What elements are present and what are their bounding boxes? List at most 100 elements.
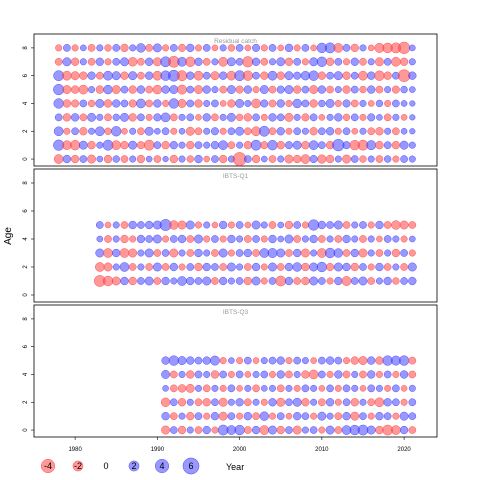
bubble-point xyxy=(351,384,359,392)
bubble-point xyxy=(366,140,377,151)
bubble-point xyxy=(112,99,121,108)
bubble-point xyxy=(177,425,187,435)
bubble-point xyxy=(194,262,203,272)
bubble-point xyxy=(268,234,277,244)
bubble-point xyxy=(293,154,302,164)
bubble-point xyxy=(103,248,113,258)
bubble-point xyxy=(120,276,129,286)
bubble-point xyxy=(326,384,334,393)
bubble-point xyxy=(350,71,359,80)
legend-label: 0 xyxy=(103,461,108,471)
bubble-point xyxy=(129,155,137,163)
bubble-point xyxy=(243,85,252,94)
legend-bubble xyxy=(72,460,84,472)
bubble-point xyxy=(252,71,260,80)
bubble-point xyxy=(152,84,163,95)
bubble-point xyxy=(62,99,72,108)
bubbles xyxy=(160,355,417,436)
bubble-point xyxy=(194,99,203,108)
bubble-point xyxy=(276,370,285,379)
bubble-point xyxy=(375,155,384,163)
bubble-point xyxy=(284,154,294,164)
bubble-point xyxy=(153,141,162,150)
bubble-point xyxy=(144,276,154,286)
bubble-point xyxy=(333,71,343,81)
bubble-point xyxy=(236,357,244,365)
bubble-point xyxy=(400,249,408,257)
legend-bubble xyxy=(154,458,170,474)
bubble-point xyxy=(194,370,203,379)
bubble-point xyxy=(293,412,302,421)
bubble-point xyxy=(374,397,385,408)
bubble-point xyxy=(203,127,211,135)
bubble-point xyxy=(268,221,277,229)
bubble-point xyxy=(54,113,63,122)
bubble-point xyxy=(350,113,359,122)
bubble-point xyxy=(293,57,302,66)
bubble-point xyxy=(300,248,310,258)
bubble-point xyxy=(408,370,417,379)
bubble-point xyxy=(342,154,351,164)
bubble-point xyxy=(178,263,186,271)
bubble-point xyxy=(71,99,80,108)
bubble-point xyxy=(169,235,178,243)
bubble-point xyxy=(103,99,113,108)
bubble-point xyxy=(244,398,252,407)
bubble-point xyxy=(407,262,417,272)
bubble-point xyxy=(342,221,351,229)
bubble-point xyxy=(325,398,335,407)
bubble-point xyxy=(399,140,409,150)
bubble-point xyxy=(334,86,342,94)
bubble-point xyxy=(211,44,219,52)
bubble-point xyxy=(210,141,220,150)
bubble-point xyxy=(293,221,302,229)
y-tick-label: 6 xyxy=(23,344,29,348)
bubble-point xyxy=(211,155,219,163)
bubble-point xyxy=(111,85,121,95)
bubble-point xyxy=(325,127,335,136)
bubble-point xyxy=(251,262,261,272)
bubble-point xyxy=(128,263,137,271)
panel-title: IBTS-Q1 xyxy=(223,173,249,180)
bubble-point xyxy=(128,140,138,150)
bubble-point xyxy=(162,155,169,163)
bubble-point xyxy=(308,369,319,380)
x-tick-label: 1980 xyxy=(68,447,82,453)
bubble-point xyxy=(70,85,80,94)
bubble-point xyxy=(400,127,408,135)
bubble-point xyxy=(358,70,368,81)
bubble-point xyxy=(211,398,219,407)
bubble-point xyxy=(185,56,196,67)
bubble-point xyxy=(194,57,203,66)
bubble-point xyxy=(145,235,153,243)
bubble-point xyxy=(301,262,310,272)
bubble-point xyxy=(194,426,203,434)
bubble-point xyxy=(162,44,170,52)
bubble-point xyxy=(152,43,162,53)
bubble-point xyxy=(194,277,203,285)
y-tick-label: 0 xyxy=(23,293,29,297)
bubble-point xyxy=(169,154,178,164)
bubble-point xyxy=(169,398,178,407)
bubble-point xyxy=(310,44,317,52)
bubble-point xyxy=(177,220,187,230)
bubble-point xyxy=(137,71,145,80)
bubble-point xyxy=(375,356,384,365)
bubble-point xyxy=(243,141,252,150)
bubble-point xyxy=(276,57,286,67)
bubble-point xyxy=(145,155,153,163)
bubble-point xyxy=(292,262,302,272)
bubble-point xyxy=(194,44,202,52)
bubble-point xyxy=(218,411,228,421)
bubble-point xyxy=(384,249,392,257)
bubble-point xyxy=(103,262,113,272)
bubble-point xyxy=(96,155,104,163)
bubble-point xyxy=(186,356,195,365)
bubble-point xyxy=(334,398,342,406)
bubble-point xyxy=(251,98,261,109)
bubble-point xyxy=(285,99,293,107)
bubble-point xyxy=(359,113,367,121)
bubble-point xyxy=(161,356,170,365)
bubble-point xyxy=(326,277,334,285)
